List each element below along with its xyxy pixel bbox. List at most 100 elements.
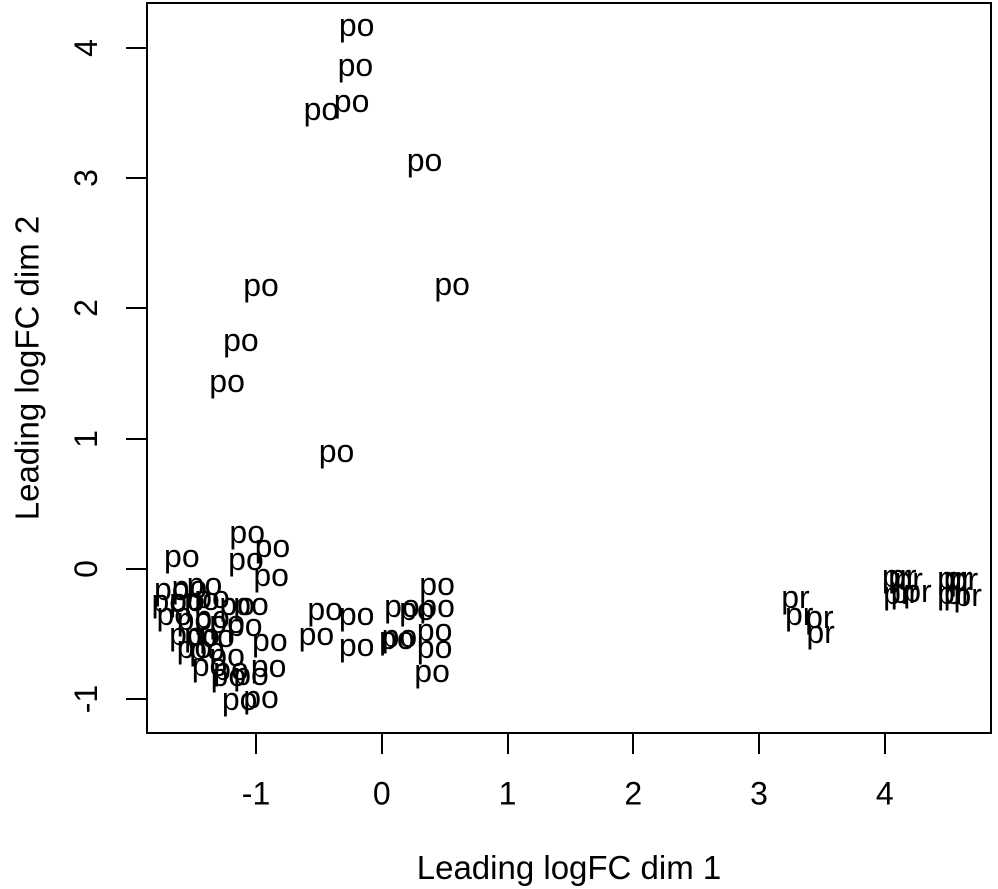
data-point-label-po: po	[298, 615, 335, 652]
data-point-label-pr: pr	[943, 559, 972, 596]
data-point-label-pr: pr	[894, 560, 923, 597]
x-axis-tick	[506, 734, 509, 754]
data-point-label-po: po	[381, 618, 418, 655]
data-point-label-po: po	[318, 433, 355, 470]
data-point-label-pr: pr	[805, 598, 834, 635]
x-axis-tick	[380, 734, 383, 754]
data-point-label-po: po	[338, 595, 375, 632]
data-point-label-po: po	[209, 363, 245, 400]
data-point-label-po: po	[176, 601, 213, 638]
data-point-label-po: po	[156, 595, 193, 632]
x-axis-tick-label: 2	[624, 775, 643, 812]
data-point-label-pr: pr	[949, 560, 979, 597]
data-point-label-pr: pr	[890, 573, 920, 610]
data-point-label-po: po	[199, 618, 235, 655]
data-point-label-po: po	[307, 590, 343, 627]
data-point-label-po: po	[228, 541, 264, 578]
data-point-label-po: po	[416, 628, 453, 665]
data-point-label-pr: pr	[881, 558, 911, 595]
data-point-label-po: po	[253, 556, 289, 593]
data-point-label-po: po	[338, 6, 375, 43]
data-point-label-po: po	[171, 568, 208, 605]
y-axis-tick	[126, 437, 146, 440]
data-point-label-po: po	[226, 606, 263, 643]
x-axis-tick-label: 4	[875, 775, 894, 812]
data-point-label-pr: pr	[937, 559, 966, 596]
x-axis-title: Leading logFC dim 1	[416, 848, 722, 886]
data-point-label-po: po	[243, 679, 279, 716]
data-point-label-po: po	[337, 46, 374, 83]
plot-area	[146, 2, 992, 734]
data-point-label-po: po	[419, 566, 455, 603]
data-point-label-po: po	[184, 580, 220, 617]
data-point-label-po: po	[223, 321, 259, 358]
y-axis-tick-label: 4	[68, 39, 104, 57]
data-point-label-po: po	[151, 582, 188, 619]
data-point-label-po: po	[399, 590, 435, 627]
data-point-label-po: po	[254, 528, 291, 565]
x-axis-tick	[757, 734, 760, 754]
data-point-label-po: po	[379, 619, 415, 656]
y-axis-tick	[126, 697, 146, 700]
data-point-label-po: po	[169, 615, 205, 652]
data-point-label-po: po	[406, 141, 443, 178]
y-axis-tick-label: 2	[68, 299, 104, 318]
y-axis-tick	[126, 567, 146, 570]
y-axis-tick-label: 0	[68, 559, 104, 578]
x-axis-tick	[255, 734, 258, 754]
x-axis-tick-label: 0	[372, 775, 391, 812]
data-point-label-pr: pr	[953, 576, 982, 613]
data-point-label-pr: pr	[806, 614, 835, 651]
data-point-label-po: po	[153, 571, 190, 608]
y-axis-tick	[126, 307, 146, 310]
x-axis-tick-label: 1	[498, 775, 517, 812]
data-point-label-pr: pr	[781, 579, 810, 616]
data-point-label-po: po	[416, 611, 453, 648]
data-point-label-pr: pr	[785, 595, 814, 632]
data-point-label-po: po	[229, 513, 266, 550]
data-point-label-po: po	[213, 650, 249, 687]
data-point-label-po: po	[189, 631, 225, 668]
data-point-label-po: po	[434, 265, 470, 302]
data-point-label-po: po	[414, 653, 450, 690]
data-point-label-po: po	[303, 90, 340, 127]
y-axis-title: Leading logFC dim 2	[8, 215, 46, 521]
data-point-label-po: po	[333, 83, 370, 120]
y-axis-tick-label: 3	[68, 169, 104, 188]
x-axis-tick	[632, 734, 635, 754]
y-axis-tick	[126, 177, 146, 180]
data-point-label-po: po	[169, 581, 205, 618]
x-axis-tick	[883, 734, 886, 754]
data-point-label-po: po	[338, 627, 375, 664]
data-point-label-po: po	[164, 537, 200, 574]
x-axis-tick-label: 3	[750, 775, 768, 812]
data-point-label-po: po	[250, 648, 287, 685]
data-point-label-po: po	[219, 585, 255, 622]
x-axis-tick-label: -1	[241, 775, 271, 812]
data-point-label-po: po	[184, 616, 220, 653]
data-point-label-po: po	[419, 588, 455, 625]
data-point-label-po: po	[209, 603, 245, 640]
y-axis-tick	[126, 47, 146, 50]
data-point-label-pr: pr	[937, 575, 966, 612]
data-point-label-po: po	[221, 680, 258, 717]
data-point-label-po: po	[252, 622, 288, 659]
data-point-label-pr: pr	[883, 575, 912, 612]
data-point-label-po: po	[191, 646, 228, 683]
data-point-label-po: po	[186, 566, 223, 603]
y-axis-tick-label: 1	[68, 429, 104, 448]
data-point-label-po: po	[194, 598, 230, 635]
data-point-label-po: po	[233, 655, 269, 692]
data-point-label-po: po	[194, 579, 230, 616]
data-point-label-po: po	[233, 585, 269, 622]
y-axis-tick-label: -1	[68, 684, 104, 714]
data-point-label-po: po	[384, 588, 420, 625]
data-point-label-po: po	[176, 628, 213, 665]
data-point-label-pr: pr	[903, 572, 932, 609]
data-point-label-po: po	[209, 636, 245, 673]
data-point-label-po: po	[243, 266, 279, 303]
data-point-label-pr: pr	[943, 575, 972, 612]
data-point-label-pr: pr	[888, 558, 917, 595]
data-point-label-po: po	[210, 657, 247, 694]
